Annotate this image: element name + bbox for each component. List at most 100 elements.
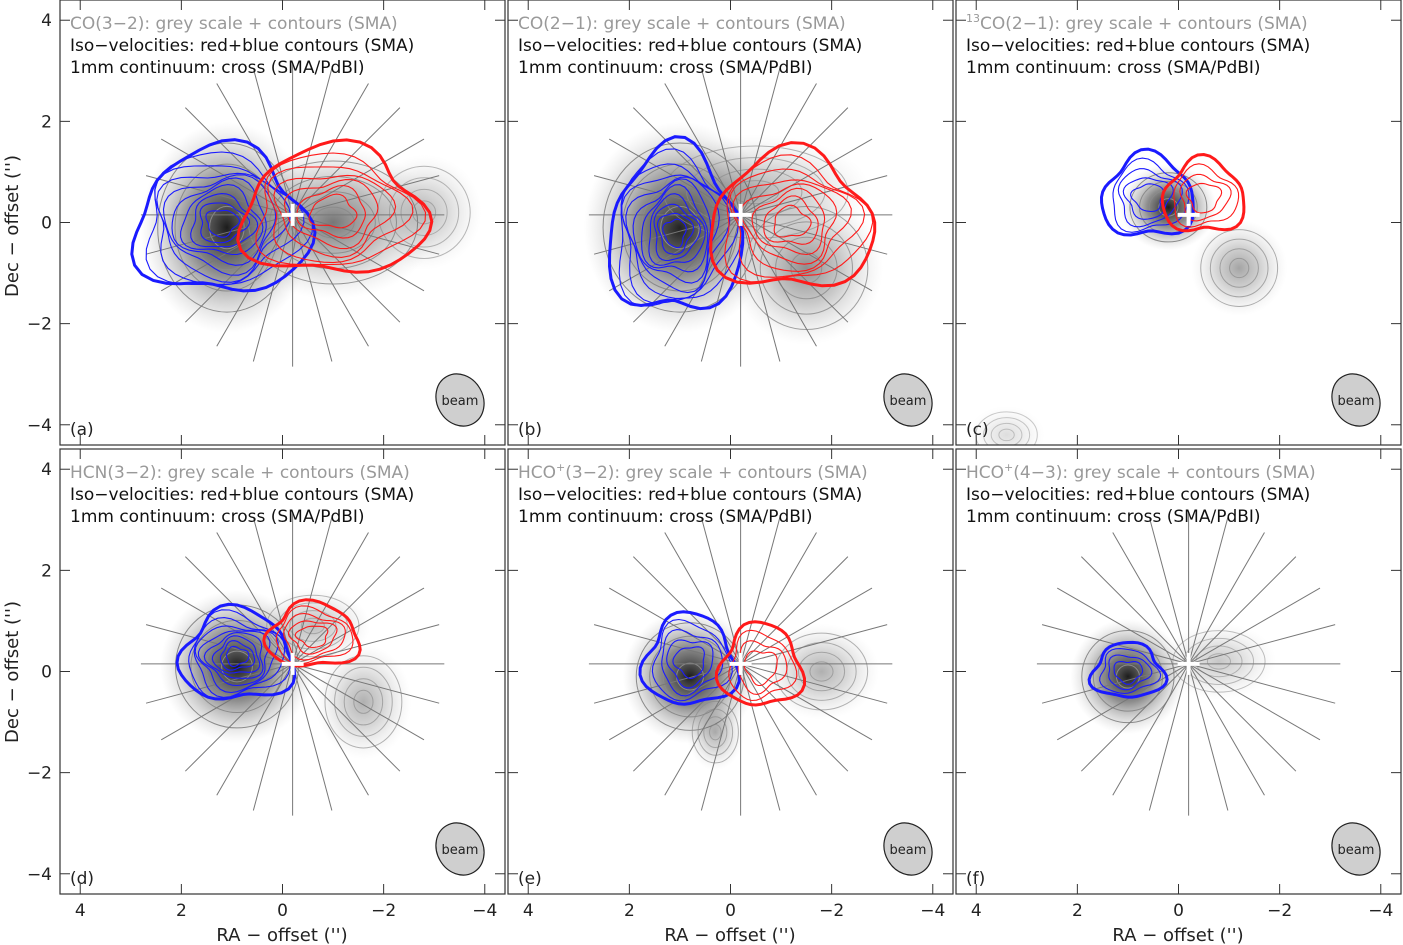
blue-contour [632, 178, 712, 284]
grey-contour [1209, 238, 1269, 298]
red-contour [714, 620, 806, 707]
grey-contour [975, 411, 1038, 445]
red-contour [763, 195, 819, 245]
plot-area [130, 63, 482, 367]
blue-contour [154, 165, 305, 286]
panel-label: (e) [518, 869, 542, 889]
x-tick-label: 0 [1173, 901, 1184, 921]
grey-emission [968, 406, 1045, 445]
panel-title-line3: 1mm continuum: cross (SMA/PdBI) [70, 58, 365, 78]
beam-label: beam [442, 843, 479, 858]
blue-contour [1099, 147, 1195, 237]
blue-contour [1117, 168, 1183, 228]
y-axis-label-top: Dec − offset ('') [2, 155, 23, 297]
red-contour [275, 605, 354, 665]
blue-contour [219, 640, 256, 671]
grey-contour [1219, 248, 1259, 288]
blue-contour [130, 138, 317, 293]
grey-emission [686, 693, 745, 771]
grey-contour [400, 188, 448, 236]
red-contour [743, 650, 778, 687]
grey-emission [366, 154, 482, 271]
panel-title-line1: 13CO(2−1): grey scale + contours (SMA) [966, 12, 1308, 34]
panel-title-line1: CO(3−2): grey scale + contours (SMA) [70, 14, 398, 34]
blue-contour [641, 184, 709, 273]
blue-contour [1112, 157, 1190, 233]
grey-emission [1161, 622, 1277, 700]
x-tick-label: −4 [472, 901, 497, 921]
beam-label: beam [1338, 843, 1375, 858]
x-tick-label: 2 [1072, 901, 1083, 921]
x-tick-label: −2 [819, 901, 844, 921]
blue-contour [190, 193, 259, 248]
red-contour [273, 174, 397, 258]
blue-contour [662, 218, 687, 249]
blue-contour [197, 630, 271, 687]
blue-contour [661, 629, 724, 697]
blue-contour [1099, 648, 1162, 695]
panel-title-line1: HCO+(3−2): grey scale + contours (SMA) [518, 461, 868, 483]
red-contour [262, 598, 362, 668]
red-contour [308, 193, 358, 229]
x-tick-label: −4 [920, 901, 945, 921]
panel-label: (a) [70, 420, 94, 440]
y-tick-label: 0 [41, 214, 52, 234]
x-axis-label-c: RA − offset ('') [1112, 925, 1243, 945]
grey-contour [703, 716, 728, 749]
blue-contour [648, 193, 706, 266]
grey-contour [221, 650, 253, 683]
beam-ellipse [435, 822, 485, 876]
blue-contour [1130, 183, 1165, 213]
blue-contour [666, 639, 714, 689]
panel-title-line2: Iso−velocities: red+blue contours (SMA) [518, 36, 862, 56]
beam-label: beam [1338, 394, 1375, 409]
beam-label: beam [890, 394, 927, 409]
blue-contour [162, 174, 277, 276]
blue-contour [1087, 640, 1169, 699]
red-contour [283, 612, 346, 661]
panel-b: beam CO(2−1): grey scale + contours (SMA)… [507, 0, 954, 446]
grey-contour [691, 700, 739, 764]
x-axis-label-b: RA − offset ('') [664, 925, 795, 945]
panel-d: beam 4 2 0 −2 −4 −4 −2 0 2 4 HCN(3−2): grey scale +… [27, 448, 506, 921]
grey-contour [990, 422, 1023, 445]
red-contour [737, 640, 788, 695]
blue-contour [638, 610, 741, 706]
panel-title-line3: 1mm continuum: cross (SMA/PdBI) [966, 58, 1261, 78]
red-contour [255, 152, 427, 266]
panel-title-line1: CO(2−1): grey scale + contours (SMA) [518, 14, 846, 34]
panel-title-line3: 1mm continuum: cross (SMA/PdBI) [518, 58, 813, 78]
blue-contour [199, 202, 251, 244]
beam-ellipse [1331, 822, 1381, 876]
y-tick-label: 0 [41, 663, 52, 683]
grey-emission [1191, 219, 1288, 317]
red-contour [709, 141, 877, 288]
panel-title-line1: HCN(3−2): grey scale + contours (SMA) [70, 463, 410, 483]
blue-contour [203, 632, 264, 679]
grey-contour [1129, 172, 1208, 243]
panel-e: beam 4 2 0 −2 −4 HCO+(3−2): grey scale + conto… [507, 448, 954, 921]
grey-contour [1229, 257, 1250, 279]
panel-label: (c) [966, 420, 989, 440]
grey-emission [1070, 618, 1186, 735]
y-tick-label: 2 [41, 112, 52, 132]
red-contour [740, 183, 838, 265]
plot-area [968, 147, 1288, 445]
grey-contour [324, 655, 403, 749]
beam-label: beam [890, 843, 927, 858]
red-contour [283, 179, 379, 250]
x-tick-label: 0 [725, 901, 736, 921]
red-contour [296, 184, 366, 239]
y-tick-label: −4 [27, 416, 52, 436]
red-contour [267, 166, 414, 264]
blue-contour [656, 212, 695, 255]
beam-ellipse [883, 373, 933, 427]
x-tick-label: −2 [371, 901, 396, 921]
grey-contour [334, 666, 393, 737]
grey-contour [1200, 229, 1279, 307]
panel-title-line3: 1mm continuum: cross (SMA/PdBI) [966, 507, 1261, 527]
blue-contour [625, 176, 720, 294]
y-axis-label-bottom: Dec − offset ('') [2, 601, 23, 743]
blue-contour [653, 203, 701, 262]
blue-contour [672, 646, 705, 679]
